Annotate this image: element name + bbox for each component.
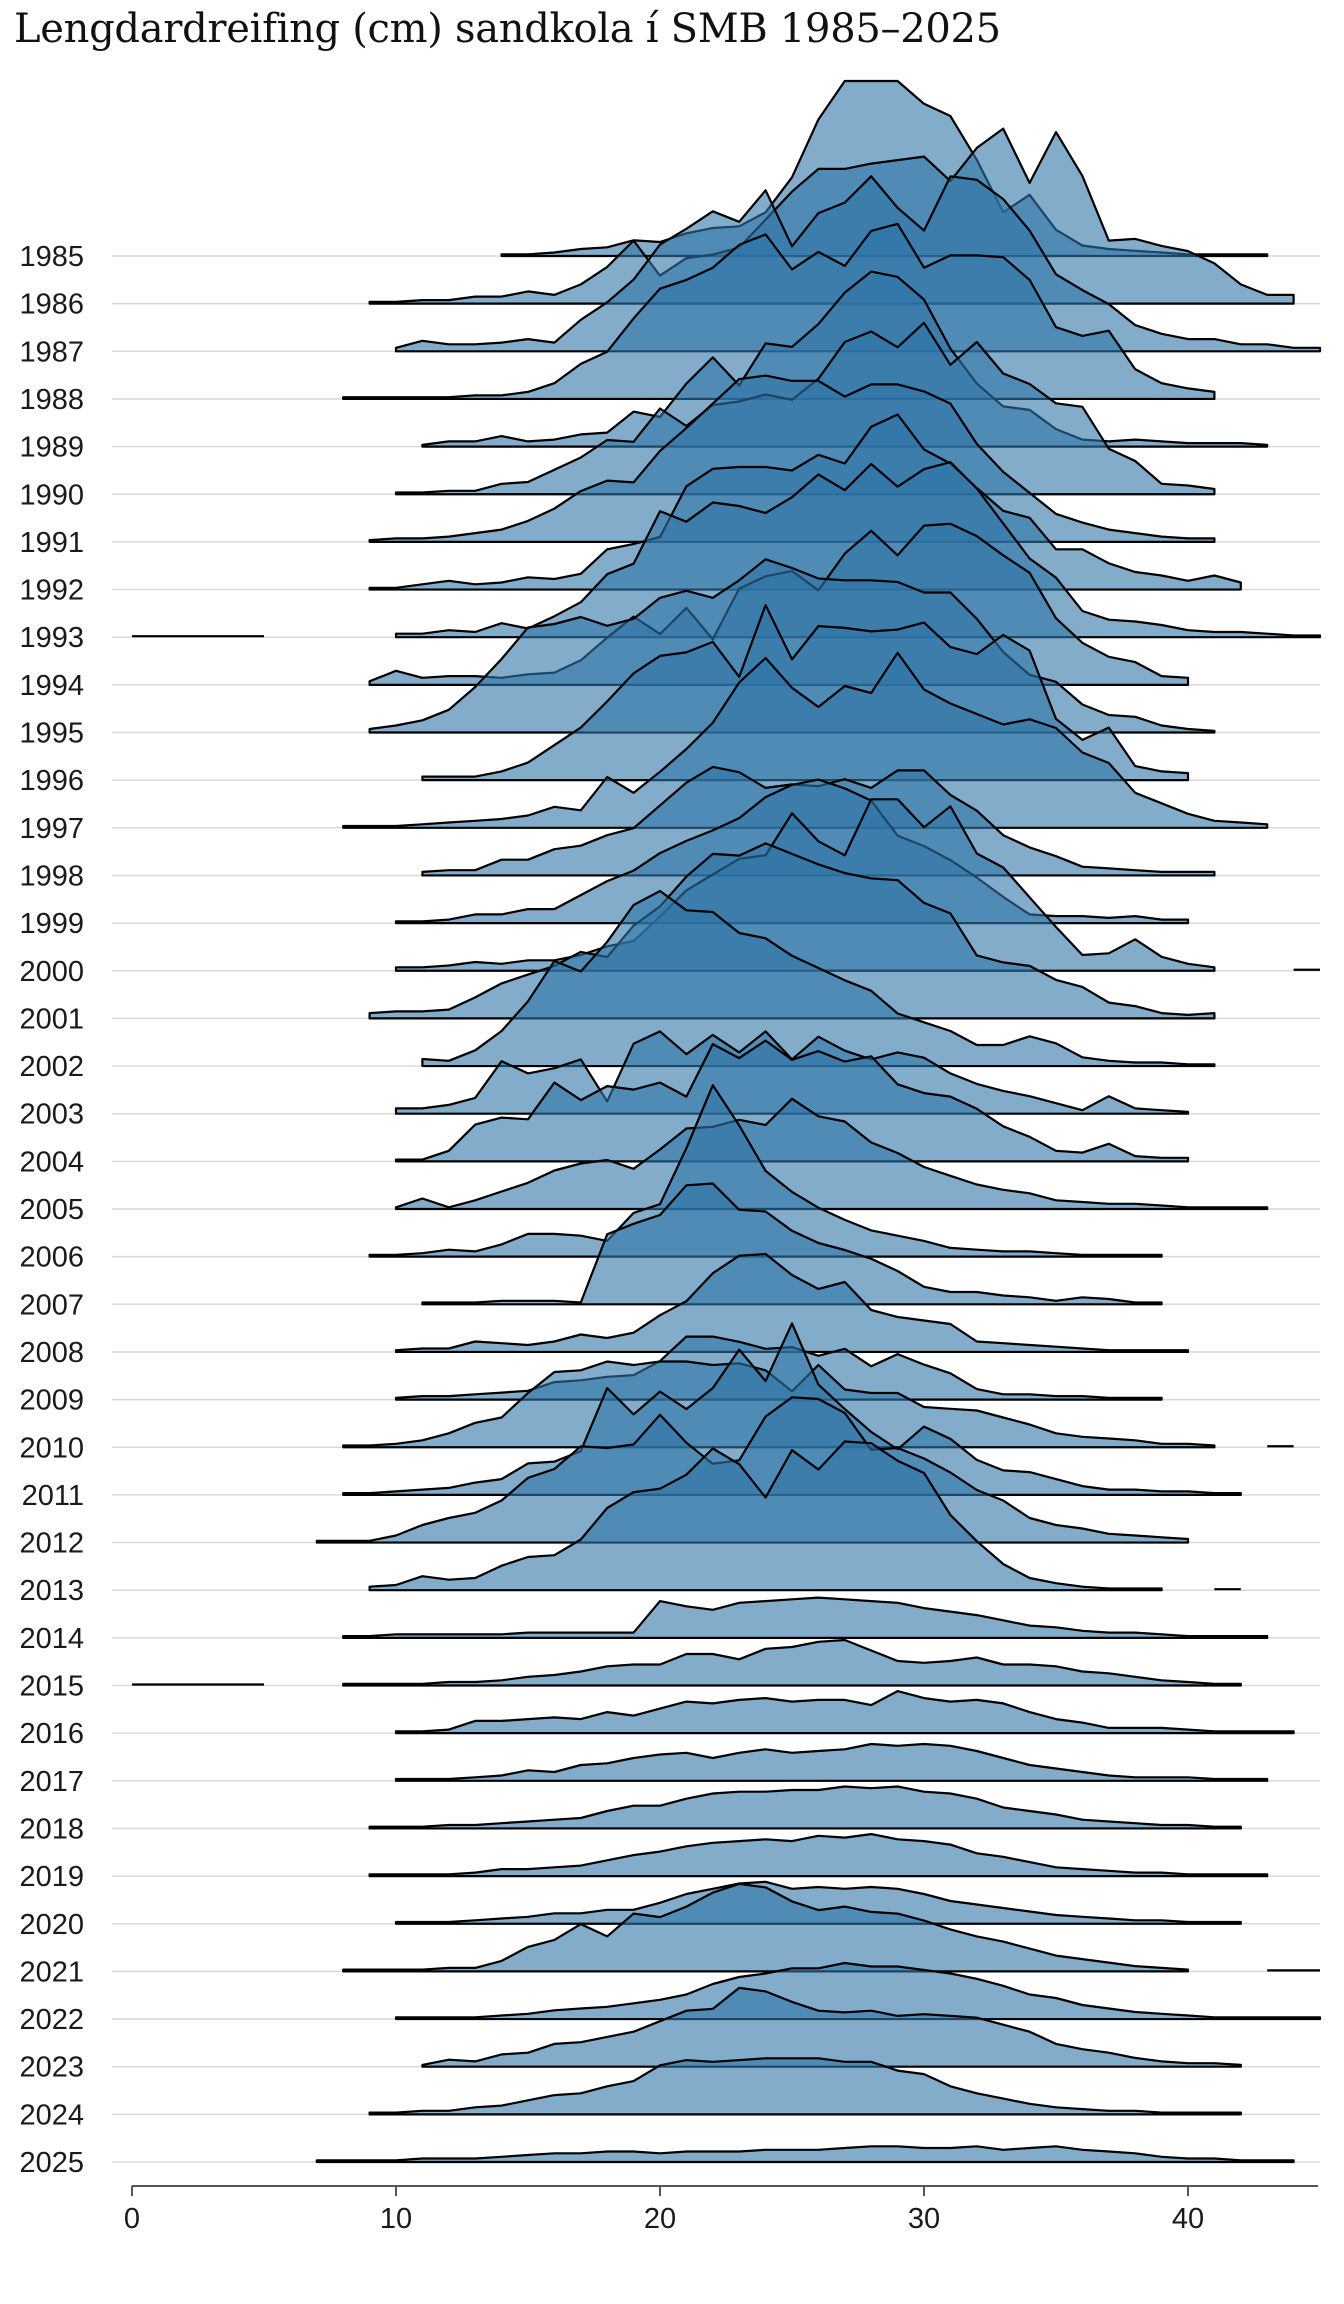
year-label-2008: 2008 [19,1337,84,1369]
year-label-2024: 2024 [19,2099,84,2131]
ridge-2015 [342,1638,1242,1687]
ridge-2018 [368,1785,1242,1830]
year-label-1988: 1988 [19,384,84,416]
ridge-2016 [394,1690,1295,1735]
year-label-2009: 2009 [19,1385,84,1417]
ridge-2021 [342,1882,1190,1973]
ridge-2020 [394,1880,1242,1925]
year-label-1992: 1992 [19,575,84,607]
year-label-group: 1985 1986 1987 1988 1989 1990 1991 1992 1993 1994… [19,241,84,2179]
year-label-1991: 1991 [19,527,84,559]
ridge-2024 [368,2057,1242,2116]
year-label-1990: 1990 [19,479,84,511]
x-tick-label-0: 0 [124,2203,140,2235]
ridge-2007 [421,1182,1163,1306]
ridge-2005 [394,1097,1269,1211]
ridge-2023 [421,1986,1242,2068]
ridge-2006 [368,1084,1163,1258]
x-tick-label-40: 40 [1172,2203,1204,2235]
year-label-2019: 2019 [19,1861,84,1893]
year-label-2018: 2018 [19,1813,84,1845]
year-label-2012: 2012 [19,1528,84,1560]
year-label-2015: 2015 [19,1671,84,1703]
x-tick-label-30: 30 [908,2203,940,2235]
year-label-2022: 2022 [19,2004,84,2036]
x-tick-label-10: 10 [380,2203,412,2235]
year-label-1997: 1997 [19,813,84,845]
year-label-2014: 2014 [19,1623,84,1655]
year-label-2002: 2002 [19,1051,84,1083]
ridge-group [132,79,1322,2164]
year-label-2000: 2000 [19,956,84,988]
year-label-1987: 1987 [19,336,84,368]
ridge-2022 [394,1961,1322,2021]
year-label-2021: 2021 [19,1956,84,1988]
year-label-2005: 2005 [19,1194,84,1226]
ridge-2008 [394,1252,1190,1354]
ridge-2014 [342,1596,1269,1639]
year-label-2006: 2006 [19,1242,84,1274]
year-label-1994: 1994 [19,670,84,702]
ridge-2002 [421,889,1216,1068]
year-label-1985: 1985 [19,241,84,273]
year-label-1989: 1989 [19,432,84,464]
year-label-1999: 1999 [19,908,84,940]
year-label-2001: 2001 [19,1003,84,1035]
year-label-1996: 1996 [19,765,84,797]
chart-title: Lengdardreifing (cm) sandkola í SMB 1985… [14,6,1001,52]
year-label-1995: 1995 [19,718,84,750]
ridge-1997 [342,651,1269,829]
year-label-2017: 2017 [19,1766,84,1798]
year-label-2020: 2020 [19,1909,84,1941]
ridge-1988 [342,222,1216,401]
year-label-1998: 1998 [19,860,84,892]
ridge-2012 [315,1396,1190,1544]
ridge-2025 [315,2145,1295,2164]
ridge-2017 [394,1742,1269,1782]
ridge-1991 [368,374,1216,543]
x-tick-label-20: 20 [644,2203,676,2235]
year-label-2004: 2004 [19,1146,84,1178]
year-label-1993: 1993 [19,622,84,654]
x-axis: 0 10 20 30 40 [124,2185,1318,2235]
year-label-2013: 2013 [19,1575,84,1607]
year-label-2016: 2016 [19,1718,84,1750]
year-label-2007: 2007 [19,1289,84,1321]
year-label-1986: 1986 [19,289,84,321]
year-label-2011: 2011 [22,1480,84,1512]
ridge-2019 [368,1833,1269,1878]
year-label-2023: 2023 [19,2052,84,2084]
ridge-2013 [368,1440,1163,1592]
year-label-2010: 2010 [19,1432,84,1464]
year-label-2003: 2003 [19,1099,84,1131]
year-label-2025: 2025 [19,2147,84,2179]
